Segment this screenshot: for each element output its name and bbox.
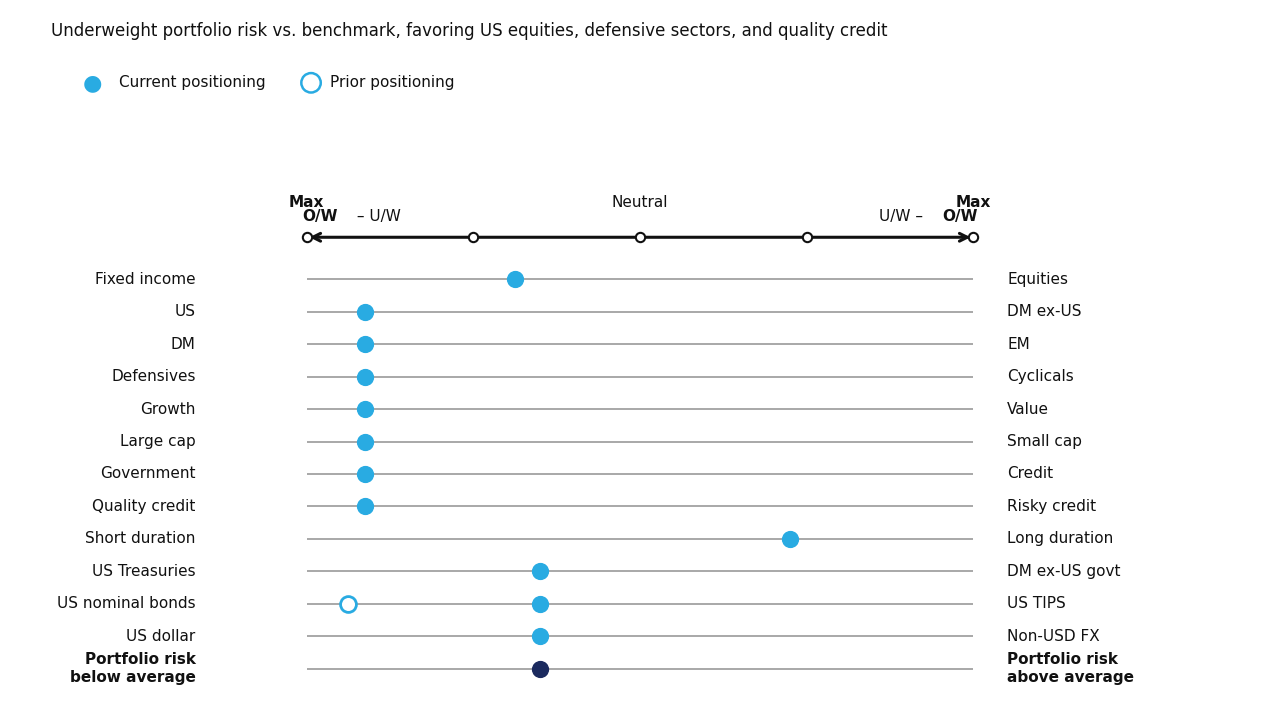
Text: Small cap: Small cap	[1007, 434, 1082, 449]
Text: Underweight portfolio risk vs. benchmark, favoring US equities, defensive sector: Underweight portfolio risk vs. benchmark…	[51, 22, 888, 40]
Text: Value: Value	[1007, 402, 1050, 417]
Text: EM: EM	[1007, 337, 1029, 352]
Point	[530, 565, 550, 577]
Text: Credit: Credit	[1007, 467, 1053, 482]
Text: Neutral: Neutral	[612, 194, 668, 210]
Text: DM: DM	[170, 337, 196, 352]
Text: Risky credit: Risky credit	[1007, 499, 1096, 514]
Text: US dollar: US dollar	[127, 629, 196, 644]
Text: Growth: Growth	[141, 402, 196, 417]
Text: US nominal bonds: US nominal bonds	[56, 596, 196, 611]
Point	[530, 662, 550, 674]
Point	[338, 598, 358, 609]
Point	[355, 338, 375, 350]
Text: Quality credit: Quality credit	[92, 499, 196, 514]
Circle shape	[301, 73, 321, 92]
Text: Portfolio risk
below average: Portfolio risk below average	[69, 652, 196, 685]
Point	[355, 500, 375, 512]
Text: US: US	[174, 305, 196, 320]
Point	[355, 403, 375, 415]
Text: Max: Max	[289, 194, 324, 210]
Text: Current positioning: Current positioning	[119, 76, 266, 90]
Text: Defensives: Defensives	[111, 369, 196, 384]
Text: Non-USD FX: Non-USD FX	[1007, 629, 1100, 644]
Point	[355, 371, 375, 382]
Point	[630, 232, 650, 243]
Point	[530, 598, 550, 609]
Text: Large cap: Large cap	[120, 434, 196, 449]
Point	[963, 232, 983, 243]
Text: Equities: Equities	[1007, 272, 1068, 287]
Text: O/W: O/W	[302, 209, 338, 224]
Text: Fixed income: Fixed income	[95, 272, 196, 287]
Point	[796, 232, 817, 243]
Text: Prior positioning: Prior positioning	[330, 76, 454, 90]
Point	[463, 232, 484, 243]
Point	[355, 436, 375, 447]
Text: Portfolio risk
above average: Portfolio risk above average	[1007, 652, 1134, 685]
Point	[780, 533, 800, 544]
Text: Short duration: Short duration	[86, 531, 196, 546]
Text: – U/W: – U/W	[352, 209, 402, 224]
Text: Government: Government	[100, 467, 196, 482]
Point	[355, 306, 375, 318]
Text: Cyclicals: Cyclicals	[1007, 369, 1074, 384]
Text: ●: ●	[83, 73, 102, 93]
Text: DM ex-US govt: DM ex-US govt	[1007, 564, 1120, 579]
Point	[297, 232, 317, 243]
Point	[355, 468, 375, 480]
Text: O/W: O/W	[942, 209, 978, 224]
Point	[504, 274, 525, 285]
Text: Long duration: Long duration	[1007, 531, 1114, 546]
Text: Max: Max	[956, 194, 991, 210]
Text: US TIPS: US TIPS	[1007, 596, 1066, 611]
Text: DM ex-US: DM ex-US	[1007, 305, 1082, 320]
Point	[530, 630, 550, 642]
Text: US Treasuries: US Treasuries	[92, 564, 196, 579]
Text: U/W –: U/W –	[878, 209, 928, 224]
